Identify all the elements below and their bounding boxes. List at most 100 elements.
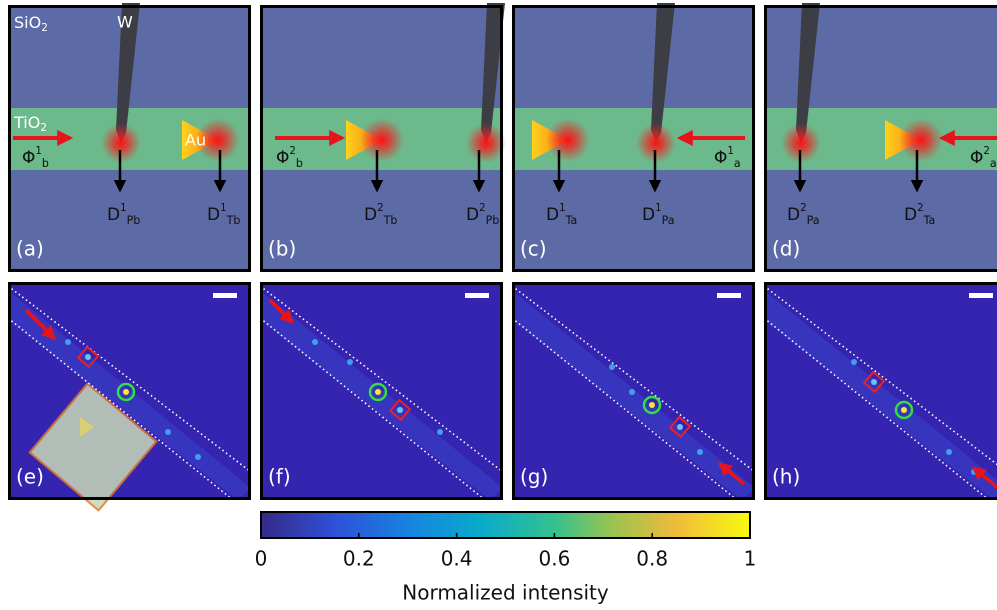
bright-spot	[677, 424, 683, 430]
colorbar-tick-label: 0.4	[441, 547, 473, 571]
panel-border	[512, 5, 755, 272]
probe-tip	[796, 3, 820, 143]
core-label: TiO2	[13, 113, 47, 134]
probe-marker	[368, 382, 388, 402]
intensity-map: (g)	[511, 282, 756, 501]
input-label-sub: b	[296, 157, 303, 170]
detector-label-base: D	[904, 205, 917, 225]
hotspot	[196, 118, 240, 162]
scale-bar	[717, 293, 741, 298]
input-label-sup: 1	[35, 146, 41, 157]
bright-spot	[901, 407, 907, 413]
hotspot	[546, 118, 590, 162]
scale-bar	[465, 293, 489, 298]
waveguide-edge	[511, 317, 738, 501]
input-label-base: Φ	[970, 148, 983, 168]
intensity-map: (h)	[763, 282, 997, 501]
input-label-sup: 1	[727, 146, 733, 157]
core-label-sub: 2	[40, 122, 47, 134]
input-label-base: Φ	[22, 148, 35, 168]
probe-tip	[116, 3, 140, 143]
colorbar-tick-label: 0	[255, 547, 268, 571]
detector-label: D1Ta	[546, 203, 577, 227]
panel-label: (d)	[772, 237, 800, 261]
detector-label: D1Pb	[107, 203, 140, 227]
waveguide-edge	[511, 285, 756, 473]
particle-marker	[388, 398, 412, 422]
detector-label-sup: 1	[220, 203, 226, 214]
bright-spot	[85, 354, 91, 360]
detector-label: D2Pb	[466, 203, 499, 227]
detector-label-sup: 2	[917, 203, 923, 214]
bright-spot	[375, 389, 381, 395]
detector-label-sup: 2	[479, 203, 485, 214]
waveguide-glow	[512, 290, 755, 500]
panel-border	[764, 282, 997, 500]
probe-tip	[481, 3, 505, 143]
waveguide-edge	[763, 317, 990, 501]
panel-label: (a)	[16, 237, 44, 261]
panel-label: (e)	[16, 465, 44, 489]
colorbar	[260, 511, 751, 539]
cladding-label-sub: 2	[41, 22, 48, 34]
detector-label-sub: Pa	[807, 214, 820, 227]
detector-label-sub: Ta	[923, 214, 936, 227]
input-label: Φ1a	[714, 146, 741, 170]
panel-border	[764, 5, 997, 272]
particle-marker	[668, 415, 692, 439]
panel-label: (h)	[772, 465, 800, 489]
detector-label: D1Pa	[642, 203, 675, 227]
detector-label-base: D	[107, 205, 120, 225]
scatter-spot	[195, 454, 201, 460]
scatter-spot	[65, 339, 71, 345]
panel-border	[260, 282, 503, 500]
waveguide-edge	[259, 317, 486, 501]
input-label-sup: 2	[289, 146, 295, 157]
panel-border	[512, 282, 755, 500]
scale-bar	[969, 293, 993, 298]
input-arrow	[24, 308, 56, 340]
detector-label-sup: 2	[377, 203, 383, 214]
probe-marker	[894, 400, 914, 420]
scatter-spot	[609, 364, 615, 370]
hotspot	[899, 118, 943, 162]
input-arrow	[971, 466, 997, 490]
bright-spot	[397, 407, 403, 413]
intensity-map: (f)	[259, 282, 504, 501]
particle-marker	[76, 345, 100, 369]
detector-label: D2Pa	[787, 203, 820, 227]
waveguide-edge	[259, 285, 504, 473]
panel-label: (c)	[520, 237, 547, 261]
scatter-spot	[312, 339, 318, 345]
input-label: Φ2b	[276, 146, 303, 170]
detector-label-sub: Pa	[662, 214, 675, 227]
panel-border	[260, 5, 503, 272]
detector-label-sub: Ta	[565, 214, 578, 227]
inset-particle	[80, 417, 94, 437]
waveguide-glow	[764, 290, 997, 500]
detector-label-sub: Pb	[486, 214, 500, 227]
hotspot	[101, 123, 141, 163]
panel-label: (b)	[268, 237, 296, 261]
detector-label-sub: Tb	[383, 214, 398, 227]
panel-border	[8, 5, 251, 272]
scatter-spot	[437, 429, 443, 435]
hotspot	[466, 123, 506, 163]
input-label-sub: a	[734, 157, 741, 170]
intensity-map: (e)	[7, 282, 252, 512]
colorbar-tick-label: 0.8	[636, 547, 668, 571]
hotspot	[636, 123, 676, 163]
scale-bar	[213, 293, 237, 298]
detector-label-base: D	[546, 205, 559, 225]
inset-image	[28, 382, 158, 512]
bright-spot	[649, 402, 655, 408]
panel-label: (g)	[520, 465, 548, 489]
input-label-sub: a	[990, 157, 997, 170]
input-label-base: Φ	[714, 148, 727, 168]
probe-marker	[116, 382, 136, 402]
hotspot	[781, 123, 821, 163]
tip-label: W	[117, 13, 133, 32]
particle-marker	[862, 370, 886, 394]
